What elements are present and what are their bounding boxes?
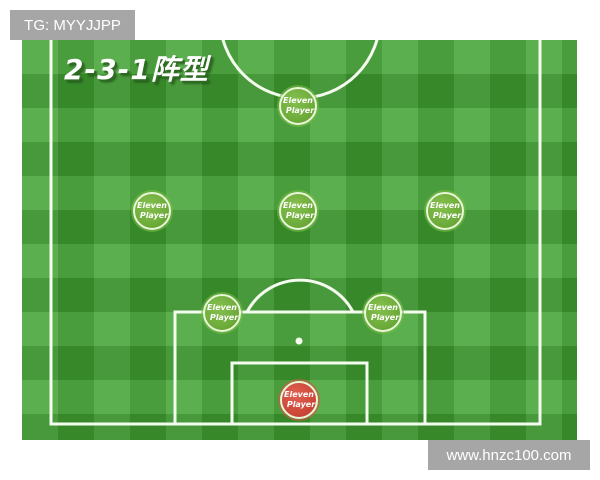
player-defender-left[interactable]: Eleven Player (203, 294, 241, 332)
watermark-bottom: www.hnzc100.com (428, 440, 590, 470)
player-label: Eleven (137, 201, 167, 210)
player-goalkeeper[interactable]: Eleven Player (280, 381, 318, 419)
football-pitch: 2-3-1阵型 Eleven Player Eleven Player Eleven… (22, 40, 577, 440)
player-label: Eleven (430, 201, 460, 210)
penalty-spot (295, 337, 303, 345)
player-forward[interactable]: Eleven Player (279, 87, 317, 125)
player-label: Eleven (207, 303, 237, 312)
player-label: Eleven (284, 390, 314, 399)
player-label: Player (209, 313, 239, 322)
watermark-top: TG: MYYJJPP (10, 10, 135, 40)
watermark-bottom-text: www.hnzc100.com (446, 446, 572, 464)
player-label: Player (370, 313, 400, 322)
player-label: Player (285, 106, 315, 115)
player-label: Player (432, 211, 462, 220)
player-label: Eleven (283, 201, 313, 210)
player-label: Eleven (283, 96, 313, 105)
player-midfielder-right[interactable]: Eleven Player (426, 192, 464, 230)
watermark-top-text: TG: MYYJJPP (24, 16, 121, 34)
player-label: Player (286, 400, 316, 409)
penalty-arc (245, 278, 355, 313)
goal-area (230, 361, 369, 426)
player-midfielder-center[interactable]: Eleven Player (279, 192, 317, 230)
player-midfielder-left[interactable]: Eleven Player (133, 192, 171, 230)
player-label: Eleven (368, 303, 398, 312)
player-defender-right[interactable]: Eleven Player (364, 294, 402, 332)
player-label: Player (139, 211, 169, 220)
formation-title: 2-3-1阵型 (64, 53, 209, 86)
player-label: Player (285, 211, 315, 220)
